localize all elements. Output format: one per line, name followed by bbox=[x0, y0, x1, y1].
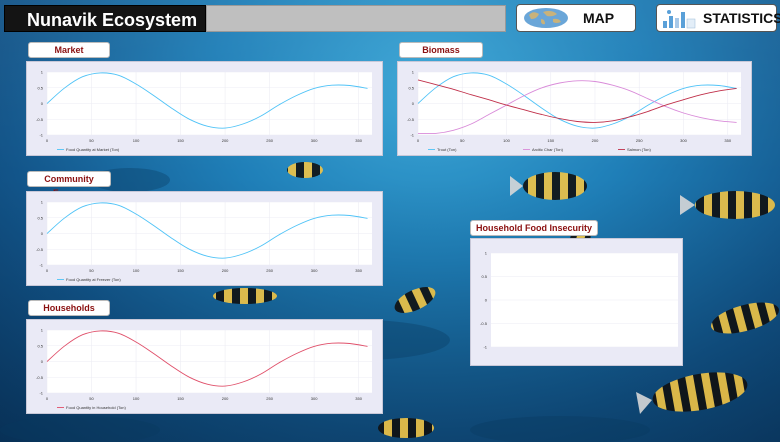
series-line-food-quantity-at-freezer-ton- bbox=[46, 202, 368, 259]
legend-label: Salmon (Ton) bbox=[627, 147, 651, 152]
x-tick-label: 100 bbox=[133, 138, 140, 143]
y-tick-label: 1 bbox=[41, 70, 44, 75]
y-tick-label: 0 bbox=[485, 298, 488, 303]
x-tick-label: 150 bbox=[177, 396, 184, 401]
market-panel-label: Market bbox=[28, 42, 110, 58]
y-tick-label: -0.5 bbox=[480, 321, 488, 326]
statistics-button[interactable]: STATISTICS bbox=[656, 4, 780, 32]
x-tick-label: 100 bbox=[133, 396, 140, 401]
x-tick-label: 0 bbox=[46, 396, 49, 401]
app-title: Nunavik Ecosystem bbox=[27, 10, 198, 30]
y-tick-label: 1 bbox=[41, 328, 44, 333]
legend-label: Arcitic Char (Ton) bbox=[532, 147, 564, 152]
x-tick-label: 0 bbox=[46, 138, 49, 143]
x-tick-label: 300 bbox=[311, 268, 318, 273]
y-tick-label: 1 bbox=[41, 200, 44, 205]
y-tick-label: -0.5 bbox=[407, 117, 415, 122]
series-line-arcitic-char-ton- bbox=[417, 80, 737, 135]
x-tick-label: 50 bbox=[89, 396, 94, 401]
statistics-icon bbox=[663, 10, 696, 29]
series-line-food-quantity-in-household-ton- bbox=[46, 330, 368, 387]
app-title-bar: Nunavik Ecosystem bbox=[4, 5, 206, 32]
y-tick-label: -1 bbox=[410, 133, 414, 138]
y-tick-label: -0.5 bbox=[36, 117, 44, 122]
y-tick-label: -1 bbox=[39, 391, 43, 396]
x-tick-label: 200 bbox=[222, 396, 229, 401]
x-tick-label: 250 bbox=[266, 138, 273, 143]
insecurity-chart: 1 0.5 0 -0.5 -1 bbox=[470, 238, 683, 366]
y-tick-label: 1 bbox=[485, 251, 488, 256]
map-button-label: MAP bbox=[583, 10, 615, 26]
x-tick-label: 250 bbox=[636, 138, 643, 143]
x-tick-label: 350 bbox=[355, 138, 362, 143]
y-tick-label: 0.5 bbox=[37, 343, 43, 348]
insecurity-panel-label: Household Food Insecurity (%) bbox=[470, 220, 598, 247]
title-bar-filler bbox=[206, 5, 506, 32]
x-tick-label: 150 bbox=[177, 138, 184, 143]
x-tick-label: 200 bbox=[592, 138, 599, 143]
x-tick-label: 200 bbox=[222, 138, 229, 143]
statistics-button-label: STATISTICS bbox=[703, 10, 780, 26]
y-tick-label: 1 bbox=[412, 70, 415, 75]
x-tick-label: 50 bbox=[460, 138, 465, 143]
x-tick-label: 300 bbox=[311, 138, 318, 143]
market-chart: 0 50 100 150 200 250 300 350 1 0.5 0 -0.5 -1 Food Qua… bbox=[26, 61, 383, 156]
x-tick-label: 150 bbox=[547, 138, 554, 143]
legend-label: Food Quantity in Household (Ton) bbox=[66, 405, 126, 410]
legend-label: Food Quantity at Market (Ton) bbox=[66, 147, 120, 152]
y-tick-label: 0 bbox=[41, 101, 44, 106]
y-tick-label: 0 bbox=[41, 359, 44, 364]
y-tick-label: 0.5 bbox=[37, 85, 43, 90]
biomass-panel-label: Biomass bbox=[399, 42, 483, 58]
x-tick-label: 0 bbox=[417, 138, 420, 143]
households-chart: 0 50 100 150 200 250 300 350 1 0.5 0 -0.5 -1 Food Qua… bbox=[26, 319, 383, 414]
y-tick-label: -1 bbox=[39, 133, 43, 138]
x-tick-label: 300 bbox=[311, 396, 318, 401]
x-tick-label: 50 bbox=[89, 268, 94, 273]
freezer-chart: 0 50 100 150 200 250 300 350 1 0.5 0 -0.5 -1 Food Qua… bbox=[26, 191, 383, 286]
households-panel-label: Households bbox=[28, 300, 110, 316]
series-line-food-quantity-at-market-ton- bbox=[46, 72, 368, 129]
y-tick-label: -0.5 bbox=[36, 375, 44, 380]
y-tick-label: 0 bbox=[412, 101, 415, 106]
insecurity-chart-svg: 1 0.5 0 -0.5 -1 bbox=[480, 251, 678, 350]
y-tick-label: 0.5 bbox=[481, 274, 487, 279]
x-tick-label: 300 bbox=[680, 138, 687, 143]
legend-label: Food Quantity at Freezer (Ton) bbox=[66, 277, 121, 282]
y-tick-label: -0.5 bbox=[36, 247, 44, 252]
y-tick-label: 0.5 bbox=[37, 215, 43, 220]
x-tick-label: 100 bbox=[133, 268, 140, 273]
x-tick-label: 0 bbox=[46, 268, 49, 273]
series-line-trout-ton- bbox=[417, 72, 737, 129]
y-tick-label: -1 bbox=[483, 345, 487, 350]
legend-label: Trout (Ton) bbox=[437, 147, 457, 152]
x-tick-label: 50 bbox=[89, 138, 94, 143]
x-tick-label: 100 bbox=[503, 138, 510, 143]
biomass-chart-svg: 0 50 100 150 200 250 300 350 1 0.5 0 -0.5 -1 Trout (T… bbox=[407, 70, 741, 152]
x-tick-label: 150 bbox=[177, 268, 184, 273]
biomass-chart: 0 50 100 150 200 250 300 350 1 0.5 0 -0.5 -1 Trout (T… bbox=[397, 61, 752, 156]
map-button[interactable]: MAP bbox=[516, 4, 636, 32]
x-tick-label: 250 bbox=[266, 268, 273, 273]
y-tick-label: -1 bbox=[39, 263, 43, 268]
x-tick-label: 350 bbox=[355, 396, 362, 401]
y-tick-label: 0 bbox=[41, 231, 44, 236]
x-tick-label: 200 bbox=[222, 268, 229, 273]
freezer-panel-label: Community Freezer bbox=[27, 171, 111, 198]
world-map-icon bbox=[524, 8, 568, 28]
x-tick-label: 250 bbox=[266, 396, 273, 401]
y-tick-label: 0.5 bbox=[408, 85, 414, 90]
x-tick-label: 350 bbox=[724, 138, 731, 143]
series-line-salmon-ton- bbox=[417, 79, 737, 123]
freezer-chart-svg: 0 50 100 150 200 250 300 350 1 0.5 0 -0.5 -1 Food Qua… bbox=[36, 200, 372, 282]
x-tick-label: 350 bbox=[355, 268, 362, 273]
market-chart-svg: 0 50 100 150 200 250 300 350 1 0.5 0 -0.5 -1 Food Qua… bbox=[36, 70, 372, 152]
households-chart-svg: 0 50 100 150 200 250 300 350 1 0.5 0 -0.5 -1 Food Qua… bbox=[36, 328, 372, 410]
